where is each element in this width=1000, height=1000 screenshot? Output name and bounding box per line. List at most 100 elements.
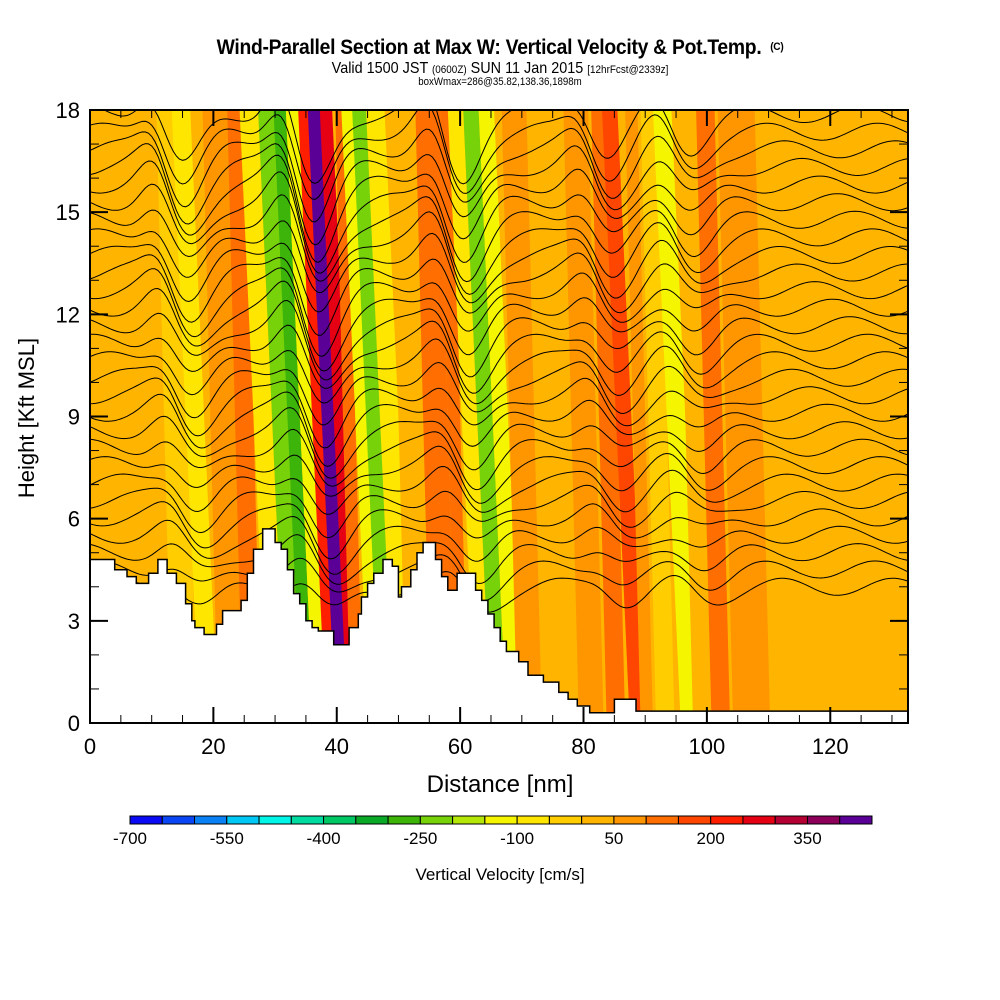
x-tick-label: 80 (571, 734, 595, 759)
theta-contour-line (90, 211, 908, 295)
x-axis-label: Distance [nm] (427, 771, 574, 798)
velocity-band (447, 110, 491, 723)
colorbar-swatch (581, 815, 615, 825)
theta-contour-line (90, 154, 908, 263)
colorbar-tick-label: -400 (307, 829, 341, 848)
terrain-mask (90, 528, 908, 723)
theta-contour-line (90, 127, 908, 223)
theta-contour-line (90, 501, 908, 560)
y-tick-label: 3 (68, 609, 80, 634)
theta-contour-line (90, 445, 908, 504)
velocity-band (273, 110, 314, 723)
y-tick-label: 18 (56, 98, 80, 123)
x-tick-label: 60 (448, 734, 472, 759)
velocity-band (202, 110, 249, 723)
y-tick-label: 15 (56, 200, 80, 225)
colorbar-swatch (548, 815, 583, 825)
velocity-band (156, 110, 197, 723)
colorbar-tick-label: 50 (604, 829, 623, 848)
colorbar-swatch (355, 815, 389, 825)
theta-contour-line (90, 252, 908, 336)
colorbar-swatch (290, 815, 325, 825)
x-tick-label: 40 (325, 734, 349, 759)
colorbar-swatch (323, 815, 357, 825)
theta-contour-line (90, 391, 908, 467)
velocity-band (602, 110, 646, 723)
theta-contour-line (90, 484, 908, 539)
theta-contour-line (90, 515, 908, 575)
colorbar-swatch (194, 815, 228, 825)
theta-contour-line (90, 171, 908, 274)
colorbar-swatch (806, 815, 841, 825)
velocity-band (696, 110, 731, 723)
colorbar-swatch (613, 815, 647, 825)
colorbar-swatch (742, 815, 776, 825)
theta-contour-line (90, 338, 908, 405)
velocity-band (501, 110, 542, 723)
valid-date: SUN 11 Jan 2015 (470, 60, 584, 77)
theta-contour-line (90, 110, 908, 200)
theta-contour-line (90, 143, 908, 246)
chart-title-text: Wind-Parallel Section at Max W: Vertical… (216, 36, 762, 59)
theta-contour-line (90, 534, 908, 585)
theta-contour-line (102, 110, 908, 185)
theta-contour-line (90, 232, 908, 313)
theta-contour-line (90, 554, 908, 602)
y-tick-label: 12 (56, 302, 80, 327)
velocity-band (227, 110, 262, 723)
colorbar-swatch (419, 815, 454, 825)
theta-contour-line (90, 377, 908, 449)
axes: 0 20 40 60 80 100 120 0 3 6 9 12 15 18 (56, 98, 909, 759)
velocity-band (563, 110, 604, 723)
colorbar-swatch (161, 815, 196, 825)
velocity-band (463, 110, 507, 723)
colorbar-swatch (677, 815, 712, 825)
y-axis-label: Height [Kft MSL] (14, 338, 39, 498)
terrain (90, 528, 908, 723)
theta-contours (90, 110, 908, 613)
colorbar-tick-label: -700 (113, 829, 147, 848)
velocity-band (760, 110, 838, 723)
x-tick-label: 0 (84, 734, 96, 759)
theta-contour-line (90, 320, 908, 394)
colorbar-label: Vertical Velocity [cm/s] (415, 865, 584, 884)
y-tick-label: 9 (68, 405, 80, 430)
colorbar: -700 -550 -400 -250 -100 50 200 350 (113, 815, 873, 848)
copyright-mark: (C) (770, 41, 784, 53)
colorbar-swatch (774, 815, 808, 825)
colorbar-swatch (129, 815, 163, 825)
y-tick-label: 6 (68, 507, 80, 532)
velocity-band (640, 110, 675, 723)
x-tick-label: 20 (201, 734, 225, 759)
colorbar-swatch (484, 815, 518, 825)
theta-contour-line (90, 465, 908, 515)
boxwmax-info: boxWmax=286@35.82,138.36,1898m (418, 76, 582, 88)
colorbar-tick-label: -250 (403, 829, 437, 848)
colorbar-swatch (645, 815, 679, 825)
theta-contour-line (90, 299, 908, 381)
colorbar-tick-label: -100 (500, 829, 534, 848)
velocity-band (625, 110, 653, 723)
colorbar-swatch (710, 815, 744, 825)
velocity-band (478, 110, 522, 723)
theta-contour-line (90, 407, 908, 479)
colorbar-swatch (226, 815, 260, 825)
y-tick-label: 0 (68, 711, 80, 736)
theta-contour-line (90, 361, 908, 426)
theta-contour-line (90, 571, 908, 613)
theta-contour-line (90, 267, 908, 357)
velocity-band (440, 110, 468, 723)
velocity-band (717, 110, 771, 723)
chart-subtitle: Valid 1500 JST (0600Z) SUN 11 Jan 2015 [… (50, 61, 950, 78)
colorbar-swatch (839, 815, 873, 825)
velocity-band (529, 110, 576, 723)
velocity-band (366, 110, 413, 723)
colorbar-tick-label: 350 (793, 829, 821, 848)
forecast-info: [12hrFcst@2339z] (587, 64, 669, 76)
valid-utc: (0600Z) (431, 64, 467, 76)
colorbar-tick-label: 200 (697, 829, 725, 848)
velocity-band (171, 110, 219, 723)
colorbar-swatch (258, 815, 292, 825)
velocity-band (591, 110, 626, 723)
